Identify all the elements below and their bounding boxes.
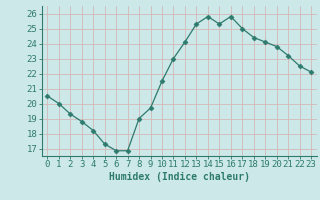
X-axis label: Humidex (Indice chaleur): Humidex (Indice chaleur) (109, 172, 250, 182)
